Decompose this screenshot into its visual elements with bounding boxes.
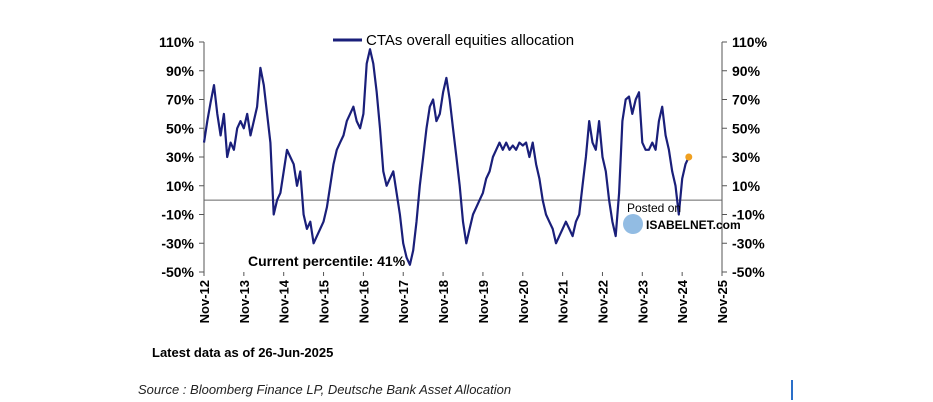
x-tick-label: Nov-18 xyxy=(436,280,451,323)
text-cursor xyxy=(791,380,793,400)
y-tick-label-right: 50% xyxy=(732,120,761,136)
y-axis-right: 110% 90% 70% 50% 30% 10% -10% -30% -50% xyxy=(722,34,768,280)
y-tick-label-right: -50% xyxy=(732,264,765,280)
legend: CTAs overall equities allocation xyxy=(333,32,574,49)
y-tick-label-left: -10% xyxy=(161,207,194,223)
y-tick-label-left: 30% xyxy=(166,149,195,165)
axes-frame xyxy=(203,42,723,272)
y-tick-label-left: 90% xyxy=(166,63,195,79)
isabelnet-watermark: Posted on ISABELNET.com xyxy=(623,201,741,234)
source-note: Source : Bloomberg Finance LP, Deutsche … xyxy=(138,382,512,397)
x-tick-label: Nov-22 xyxy=(595,280,610,323)
x-tick-label: Nov-25 xyxy=(715,280,730,323)
y-tick-label-right: -30% xyxy=(732,235,765,251)
latest-data-note: Latest data as of 26-Jun-2025 xyxy=(152,345,334,360)
legend-label: CTAs overall equities allocation xyxy=(366,32,574,49)
y-tick-label-left: 110% xyxy=(159,34,195,50)
y-tick-label-left: 70% xyxy=(166,92,195,108)
x-tick-label: Nov-12 xyxy=(197,280,212,323)
y-tick-label-right: 70% xyxy=(732,92,761,108)
x-tick-label: Nov-20 xyxy=(516,280,531,323)
watermark-site: ISABELNET.com xyxy=(646,218,741,232)
x-tick-label: Nov-14 xyxy=(277,279,292,323)
series-line xyxy=(202,48,690,266)
x-tick-label: Nov-23 xyxy=(635,280,650,323)
x-tick-label: Nov-24 xyxy=(675,279,690,323)
y-tick-label-right: 30% xyxy=(732,149,761,165)
current-point-marker xyxy=(685,153,693,161)
watermark-logo-icon xyxy=(623,214,643,234)
y-tick-label-left: 50% xyxy=(166,120,195,136)
percentile-annotation: Current percentile: 41% xyxy=(248,253,406,269)
x-axis: Nov-12 Nov-13 Nov-14 Nov-15 Nov-16 Nov-17 Nov-… xyxy=(197,272,730,323)
x-tick-label: Nov-17 xyxy=(396,280,411,323)
y-tick-label-right: -10% xyxy=(732,207,765,223)
x-tick-label: Nov-19 xyxy=(476,280,491,323)
x-tick-label: Nov-15 xyxy=(317,280,332,323)
y-tick-label-left: -50% xyxy=(161,264,194,280)
y-tick-label-right: 110% xyxy=(732,34,768,50)
x-tick-label: Nov-16 xyxy=(356,280,371,323)
x-tick-label: Nov-13 xyxy=(237,280,252,323)
y-axis-left: 110% 90% 70% 50% 30% 10% -10% -30% -50% xyxy=(159,34,204,280)
y-tick-label-left: -30% xyxy=(161,235,194,251)
x-tick-label: Nov-21 xyxy=(556,280,571,323)
y-tick-label-right: 10% xyxy=(732,178,761,194)
watermark-posted: Posted on xyxy=(627,201,681,215)
series-layer xyxy=(202,48,693,266)
y-tick-label-right: 90% xyxy=(732,63,761,79)
y-tick-label-left: 10% xyxy=(166,178,195,194)
